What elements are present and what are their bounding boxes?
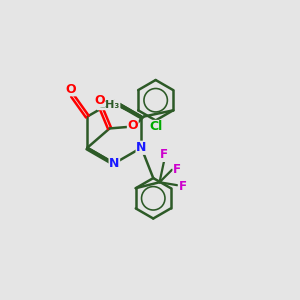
- Text: F: F: [173, 163, 181, 176]
- Text: CH₃: CH₃: [98, 100, 120, 110]
- Text: F: F: [178, 180, 186, 193]
- Text: N: N: [136, 141, 146, 154]
- Text: N: N: [109, 157, 119, 170]
- Text: O: O: [94, 94, 104, 107]
- Text: O: O: [128, 119, 138, 132]
- Text: Cl: Cl: [149, 121, 162, 134]
- Text: F: F: [160, 148, 168, 161]
- Text: O: O: [66, 83, 76, 96]
